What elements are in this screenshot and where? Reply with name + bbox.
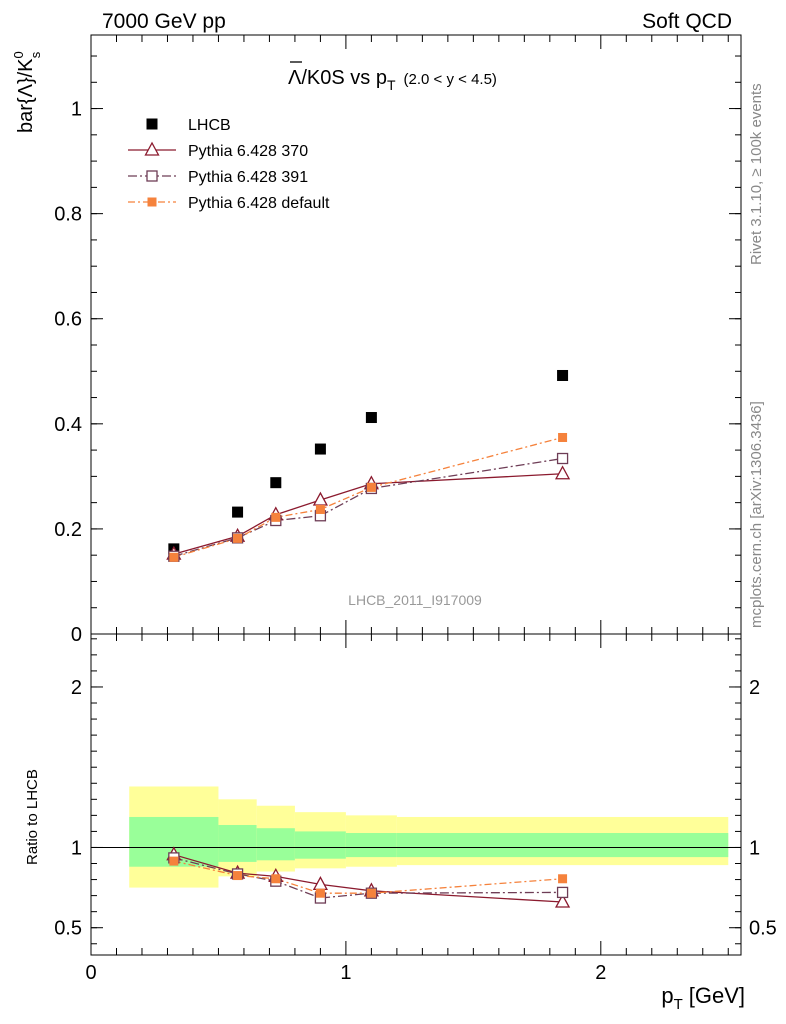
main-title-sub: T	[387, 77, 396, 93]
legend-label-3: Pythia 6.428 default	[188, 195, 330, 212]
main-ylabel: bar{Λ}/K0 s	[11, 51, 43, 133]
ratio-series-line-0	[173, 854, 563, 903]
main-series-3-point-4	[366, 482, 376, 492]
ratio-frame	[90, 633, 742, 956]
legend-marker-1	[144, 141, 160, 156]
main-series-0-point-4	[365, 412, 377, 424]
ratio-y-ticks: 0.5 0.5 1 1 2 2	[54, 638, 777, 945]
x-axis-label: pT [GeV]	[661, 983, 745, 1013]
ratio-ytick-label: 1	[71, 837, 82, 859]
main-title-main: Λ/K0S vs p	[288, 67, 387, 89]
legend-marker-0	[146, 118, 158, 130]
main-ylabel-sup: 0	[11, 51, 26, 58]
legend-marker-3	[147, 197, 157, 207]
main-ytick-label: 0.8	[54, 204, 82, 226]
ratio-band-inner-3	[294, 831, 346, 859]
ratio-ytick-label: 2	[71, 677, 82, 699]
analysis-watermark: LHCB_2011_I917009	[348, 592, 482, 608]
legend-marker-2	[146, 170, 158, 182]
ratio-ylabel: Ratio to LHCB	[24, 769, 41, 865]
legend-label-1: Pythia 6.428 370	[188, 143, 308, 160]
ratio-series-1-point-5	[556, 886, 569, 899]
main-series-3-point-0	[169, 552, 179, 562]
x-axis-label-unit: [GeV]	[689, 983, 745, 1008]
main-series-3-point-5	[558, 432, 568, 442]
ratio-series-2-point-3	[315, 888, 325, 898]
main-series-3-point-1	[233, 533, 243, 543]
ratio-band-inner-5	[396, 833, 729, 858]
main-ytick-label: 0.4	[54, 414, 82, 436]
header-left-label: 7000 GeV pp	[102, 10, 226, 33]
ratio-ytick-label: 0.5	[54, 918, 82, 940]
main-x-ticks	[90, 35, 729, 634]
ratio-band-inner-1	[218, 824, 257, 862]
ratio-band-inner-2	[256, 828, 295, 861]
main-series-line-3	[173, 436, 563, 558]
main-series-1-point-5	[554, 465, 571, 480]
ratio-panel: 0.5 0.5 1 1 2 2 0 1 2	[54, 633, 777, 984]
ratio-series-2-point-5	[558, 874, 568, 884]
main-ytick-label: 0	[71, 624, 82, 646]
main-title-range: (2.0 < y < 4.5)	[404, 71, 497, 88]
x-axis-label-sub: T	[674, 996, 683, 1013]
main-ytick-label: 0.2	[54, 519, 82, 541]
main-series-0-point-1	[232, 506, 244, 518]
legend-label-0: LHCB	[188, 117, 231, 134]
ratio-series-markers	[166, 846, 571, 908]
main-ytick-label: 1	[71, 99, 82, 121]
ratio-uncertainty-bands	[129, 786, 729, 888]
xtick-label: 2	[595, 962, 606, 984]
ratio-series-2-point-4	[366, 888, 376, 898]
header-right-label: Soft QCD	[642, 10, 732, 33]
main-panel: 0 0.2 0.4 0.6 0.8 1	[54, 34, 742, 646]
main-title: Λ/K0S vs pT (2.0 < y < 4.5)	[288, 61, 497, 93]
xtick-label: 0	[85, 962, 96, 984]
legend-label-2: Pythia 6.428 391	[188, 169, 308, 186]
ratio-ytick-label-right: 0.5	[749, 918, 777, 940]
main-y-ticks: 0 0.2 0.4 0.6 0.8 1	[54, 55, 741, 646]
main-title-text: Λ/K0S vs pT (2.0 < y < 4.5)	[288, 67, 497, 93]
ratio-series-2-point-1	[233, 871, 243, 881]
ratio-series-lines	[173, 854, 563, 903]
xtick-label: 1	[340, 962, 351, 984]
ratio-ytick-label-right: 1	[749, 837, 760, 859]
main-series-0-point-3	[314, 443, 326, 455]
legend: LHCB Pythia 6.428 370 Pythia 6.428 391 Pyth…	[128, 117, 330, 212]
main-series-0-point-2	[270, 477, 282, 489]
main-series-markers	[166, 369, 571, 562]
mcplots-label: mcplots.cern.ch [arXiv:1306.3436]	[748, 401, 765, 628]
main-series-lines	[173, 436, 563, 558]
main-series-3-point-2	[271, 512, 281, 522]
main-series-line-1	[173, 473, 563, 555]
ratio-ytick-label-right: 2	[749, 677, 760, 699]
ratio-series-0-point-5	[554, 893, 571, 908]
rivet-label: Rivet 3.1.10, ≥ 100k events	[748, 83, 765, 265]
main-series-2-point-5	[556, 452, 569, 465]
main-ylabel-sub: s	[28, 51, 43, 58]
ratio-series-line-1	[173, 857, 563, 899]
ratio-series-2-point-0	[169, 856, 179, 866]
x-axis-label-p: p	[661, 983, 673, 1008]
main-ytick-label: 0.6	[54, 309, 82, 331]
ratio-band-inner-4	[345, 833, 397, 858]
main-ylabel-text: bar{Λ}/K	[15, 58, 37, 133]
ratio-series-2-point-2	[271, 874, 281, 884]
main-series-0-point-5	[557, 369, 569, 381]
main-series-3-point-3	[315, 504, 325, 514]
